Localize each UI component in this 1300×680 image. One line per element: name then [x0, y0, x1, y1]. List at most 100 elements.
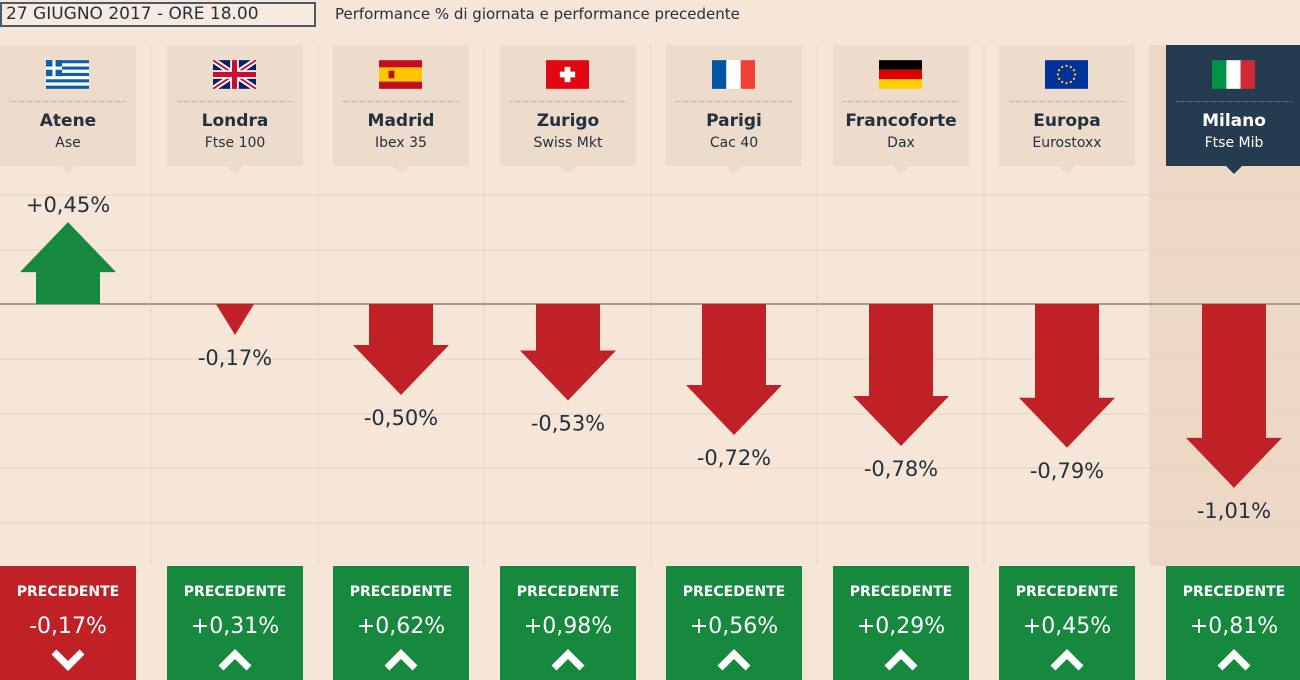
- market-header: Europa Eurostoxx: [999, 45, 1135, 174]
- previous-label: PRECEDENTE: [1182, 584, 1286, 600]
- france-flag: [712, 60, 755, 89]
- previous-label: PRECEDENTE: [16, 584, 120, 600]
- market-city: Parigi: [706, 111, 762, 131]
- market-column-francoforte: Francoforte Dax -0,78% PRECEDENTE +0,29%: [833, 0, 969, 680]
- market-city: Europa: [1033, 111, 1101, 131]
- value-label: -0,53%: [531, 411, 605, 435]
- market-city: Milano: [1202, 111, 1266, 131]
- market-column-europa: Europa Eurostoxx -0,79% PRECEDENTE +0,45%: [999, 0, 1135, 680]
- value-label: -0,50%: [364, 406, 438, 430]
- previous-value: +0,62%: [356, 614, 446, 639]
- arrow-down-bar: [353, 304, 449, 395]
- previous-performance: PRECEDENTE +0,98%: [500, 566, 636, 680]
- previous-value: +0,29%: [856, 614, 946, 639]
- chevron-up-icon: [218, 649, 252, 671]
- bar-area: -0,50%: [353, 304, 449, 430]
- arrow-down-bar: [1186, 304, 1282, 488]
- market-index: Cac 40: [709, 135, 759, 151]
- bar-area: +0,45%: [20, 193, 116, 304]
- market-index: Swiss Mkt: [533, 135, 603, 151]
- market-index: Ftse 100: [204, 135, 266, 151]
- header-divider: [676, 101, 792, 102]
- previous-value: +0,56%: [689, 614, 779, 639]
- value-label: -1,01%: [1197, 499, 1271, 523]
- chevron-up-icon: [1050, 649, 1084, 671]
- previous-performance: PRECEDENTE +0,62%: [333, 566, 469, 680]
- greece-flag: [46, 60, 89, 89]
- previous-performance: PRECEDENTE +0,56%: [666, 566, 802, 680]
- eu-flag: [1045, 60, 1088, 89]
- chevron-up-icon: [384, 649, 418, 671]
- header-divider: [10, 101, 126, 102]
- bar-area: -0,72%: [686, 304, 782, 470]
- previous-label: PRECEDENTE: [516, 584, 620, 600]
- arrow-down-bar: [686, 304, 782, 436]
- previous-performance: PRECEDENTE +0,31%: [167, 566, 303, 680]
- bar-area: -0,53%: [520, 304, 616, 435]
- market-header: Parigi Cac 40: [666, 45, 802, 174]
- chart-subtitle: Performance % di giornata e performance …: [335, 5, 740, 23]
- chevron-up-icon: [884, 649, 918, 671]
- chevron-up-icon: [717, 649, 751, 671]
- bar-area: -0,17%: [198, 304, 272, 370]
- header-divider: [343, 101, 459, 102]
- value-label: -0,17%: [198, 346, 272, 370]
- market-city: Madrid: [367, 111, 435, 131]
- market-index: Eurostoxx: [1032, 135, 1102, 151]
- previous-performance: PRECEDENTE +0,45%: [999, 566, 1135, 680]
- arrow-down-bar: [520, 304, 616, 401]
- previous-label: PRECEDENTE: [682, 584, 786, 600]
- previous-value: +0,98%: [523, 614, 613, 639]
- value-label: +0,45%: [26, 193, 110, 217]
- market-header: Zurigo Swiss Mkt: [500, 45, 636, 174]
- previous-performance: PRECEDENTE +0,81%: [1166, 566, 1300, 680]
- previous-value: -0,17%: [29, 614, 107, 639]
- italy-flag: [1212, 60, 1255, 89]
- previous-value: +0,31%: [190, 614, 280, 639]
- market-column-madrid: Madrid Ibex 35 -0,50% PRECEDENTE +0,62%: [333, 0, 469, 680]
- market-index: Ase: [55, 135, 81, 151]
- market-header: Milano Ftse Mib: [1166, 45, 1300, 174]
- market-city: Francoforte: [845, 111, 957, 131]
- bar-area: -0,79%: [1019, 304, 1115, 483]
- market-header: Madrid Ibex 35: [333, 45, 469, 174]
- market-city: Zurigo: [536, 111, 600, 131]
- previous-performance: PRECEDENTE -0,17%: [0, 566, 136, 680]
- header-divider: [843, 101, 959, 102]
- previous-value: +0,45%: [1022, 614, 1112, 639]
- header-divider: [177, 101, 293, 102]
- market-column-zurigo: Zurigo Swiss Mkt -0,53% PRECEDENTE +0,98%: [500, 0, 636, 680]
- market-column-londra: Londra Ftse 100 -0,17% PRECEDENTE +0,31%: [167, 0, 303, 680]
- header-divider: [1176, 101, 1292, 102]
- arrow-down-bar: [215, 304, 255, 335]
- bar-area: -0,78%: [853, 304, 949, 481]
- previous-label: PRECEDENTE: [349, 584, 453, 600]
- market-index: Ftse Mib: [1204, 135, 1264, 151]
- market-column-atene: Atene Ase +0,45% PRECEDENTE -0,17%: [0, 0, 136, 680]
- market-index: Ibex 35: [375, 135, 427, 151]
- market-column-milano: Milano Ftse Mib -1,01% PRECEDENTE +0,81%: [1166, 0, 1300, 680]
- uk-flag: [213, 60, 256, 89]
- previous-label: PRECEDENTE: [849, 584, 953, 600]
- market-city: Londra: [201, 111, 269, 131]
- value-label: -0,79%: [1030, 459, 1104, 483]
- market-header: Londra Ftse 100: [167, 45, 303, 174]
- chevron-down-icon: [51, 649, 85, 671]
- chevron-up-icon: [1217, 649, 1251, 671]
- arrow-up-bar: [20, 222, 116, 304]
- date-box: 27 GIUGNO 2017 - ORE 18.00: [0, 2, 316, 27]
- value-label: -0,72%: [697, 446, 771, 470]
- value-label: -0,78%: [864, 457, 938, 481]
- arrow-down-bar: [853, 304, 949, 446]
- previous-label: PRECEDENTE: [183, 584, 287, 600]
- spain-flag: [379, 60, 422, 89]
- market-header: Francoforte Dax: [833, 45, 969, 174]
- previous-label: PRECEDENTE: [1015, 584, 1119, 600]
- previous-performance: PRECEDENTE +0,29%: [833, 566, 969, 680]
- header-divider: [1009, 101, 1125, 102]
- germany-flag: [879, 60, 922, 89]
- bar-area: -1,01%: [1186, 304, 1282, 523]
- market-column-parigi: Parigi Cac 40 -0,72% PRECEDENTE +0,56%: [666, 0, 802, 680]
- switzerland-flag: [546, 60, 589, 89]
